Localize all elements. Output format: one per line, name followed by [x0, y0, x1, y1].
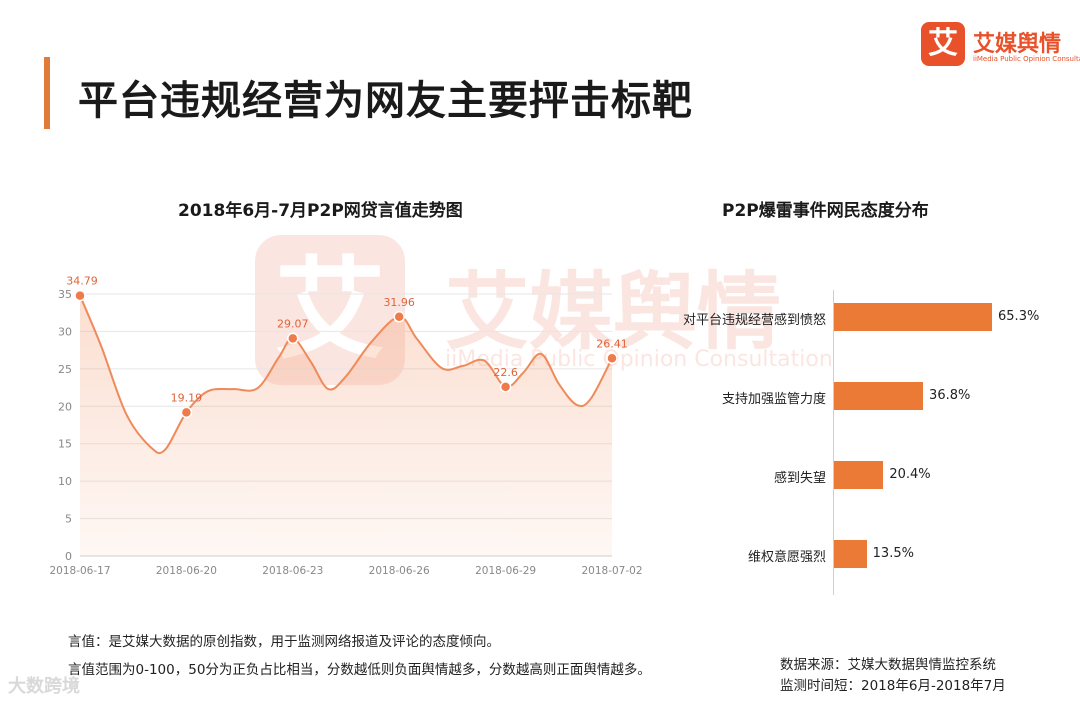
x-tick-label: 2018-06-20: [156, 565, 217, 577]
y-tick-label: 25: [58, 363, 72, 376]
bar-value-label: 36.8%: [929, 388, 971, 403]
x-tick-label: 2018-06-23: [262, 565, 323, 577]
y-tick-label: 0: [65, 550, 72, 563]
data-point: [393, 311, 405, 323]
data-label: 22.6: [493, 366, 518, 379]
data-point: [606, 352, 618, 365]
y-tick-label: 5: [65, 513, 72, 526]
x-tick-label: 2018-06-26: [369, 565, 430, 577]
index-definition-note: 言值：是艾媒大数据的原创指数，用于监测网络报道及评论的态度倾向。: [68, 634, 500, 650]
line-series: [79, 295, 613, 455]
data-label: 29.07: [277, 317, 309, 330]
monitoring-period: 监测时间短：2018年6月-2018年7月: [780, 678, 1006, 694]
data-label: 34.79: [66, 275, 98, 288]
logo-subtitle: iiMedia Public Opinion Consultation: [973, 55, 1080, 63]
data-label: 26.41: [596, 337, 628, 350]
index-range-note: 言值范围为0-100，50分为正负占比相当，分数越低则负面舆情越多，分数越高则正…: [68, 662, 651, 678]
line-area-fill: [80, 295, 612, 556]
x-tick-label: 2018-07-02: [581, 565, 642, 577]
data-source: 数据来源：艾媒大数据舆情监控系统: [780, 657, 996, 673]
bar-category-label: 对平台违规经营感到愤怒: [682, 313, 826, 328]
bar-value-label: 65.3%: [998, 309, 1040, 324]
footer-watermark: 大数跨境: [8, 676, 80, 697]
bar: [834, 461, 884, 489]
bar: [834, 303, 993, 331]
bar-category-label: 支持加强监管力度: [721, 392, 826, 407]
logo-name: 艾媒舆情: [973, 32, 1062, 57]
bar-chart-title: P2P爆雷事件网民态度分布: [722, 201, 929, 221]
line-chart-title: 2018年6月-7月P2P网贷言值走势图: [178, 201, 463, 221]
logo-mark: 艾: [921, 22, 965, 66]
data-point: [499, 381, 512, 393]
bar-chart-axis: [833, 290, 834, 595]
y-tick-label: 10: [58, 475, 72, 488]
data-point: [287, 332, 299, 345]
y-tick-label: 35: [58, 288, 72, 301]
data-label: 19.19: [171, 391, 203, 404]
bar-category-label: 感到失望: [773, 471, 826, 486]
data-label: 31.96: [383, 296, 415, 309]
y-tick-label: 30: [58, 325, 72, 338]
bar: [834, 382, 924, 410]
bar-category-label: 维权意愿强烈: [747, 550, 826, 565]
page-title: 平台违规经营为网友主要抨击标靶: [78, 78, 693, 124]
bar-value-label: 13.5%: [872, 546, 914, 561]
bar: [834, 540, 867, 568]
x-tick-label: 2018-06-17: [49, 565, 110, 577]
title-accent-bar: [44, 57, 50, 129]
brand-logo: 艾 艾媒舆情 iiMedia Public Opinion Consultati…: [921, 22, 1080, 72]
data-point: [180, 406, 193, 419]
y-tick-label: 15: [58, 438, 72, 451]
data-point: [74, 289, 86, 302]
x-tick-label: 2018-06-29: [475, 565, 536, 577]
bar-value-label: 20.4%: [889, 467, 931, 482]
y-tick-label: 20: [58, 400, 72, 413]
